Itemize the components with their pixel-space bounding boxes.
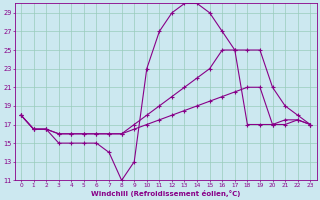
X-axis label: Windchill (Refroidissement éolien,°C): Windchill (Refroidissement éolien,°C) [91,190,240,197]
